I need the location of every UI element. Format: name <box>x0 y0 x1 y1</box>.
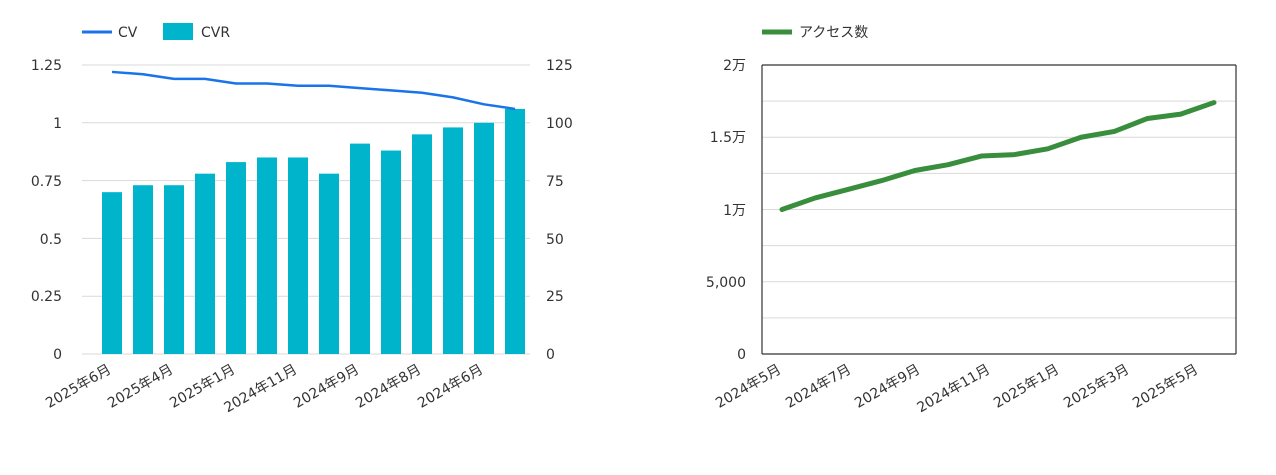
left-axis-tick: 0.25 <box>31 289 62 305</box>
combo-left-axis-ticks: 0 0.25 0.5 0.75 1 1.25 <box>31 58 62 363</box>
cvr-bar <box>288 157 308 354</box>
legend-cv-label: CV <box>118 25 138 41</box>
cvr-bar <box>505 108 525 354</box>
y-axis-tick: 1.5万 <box>710 130 746 146</box>
x-axis-tick: 2025年4月 <box>105 362 176 412</box>
x-axis-tick: 2024年5月 <box>713 362 784 412</box>
combo-x-axis-ticks: 2025年6月 2025年4月 2025年1月 2024年11月 2024年9月… <box>43 362 486 417</box>
access-line <box>779 100 1217 212</box>
combo-legend: CV CVR <box>82 23 230 41</box>
legend-access-label: アクセス数 <box>799 25 868 41</box>
y-axis-tick: 2万 <box>723 58 746 74</box>
access-y-axis-ticks: 0 5,000 1万 1.5万 2万 <box>706 58 746 363</box>
x-axis-tick: 2024年9月 <box>291 362 362 412</box>
cvr-bar <box>195 173 215 354</box>
right-axis-tick: 25 <box>546 289 564 305</box>
x-axis-tick: 2025年5月 <box>1130 362 1201 412</box>
right-axis-tick: 75 <box>546 174 564 190</box>
cvr-bar <box>133 185 153 354</box>
access-gridlines <box>761 64 1237 355</box>
access-line-chart: アクセス数 0 5,000 1万 1.5万 2万 2024年5月 2024年7月… <box>706 25 1237 417</box>
cvr-bar <box>257 157 277 354</box>
x-axis-tick: 2024年8月 <box>353 362 424 412</box>
x-axis-tick: 2024年7月 <box>783 362 854 412</box>
x-axis-tick: 2024年11月 <box>914 362 993 417</box>
access-x-axis-ticks: 2024年5月 2024年7月 2024年9月 2024年11月 2025年1月… <box>713 362 1201 417</box>
access-legend: アクセス数 <box>762 25 868 41</box>
cvr-bar <box>102 192 122 354</box>
right-axis-tick: 50 <box>546 232 564 248</box>
y-axis-tick: 5,000 <box>706 275 746 291</box>
left-axis-tick: 1.25 <box>31 58 62 74</box>
x-axis-tick: 2025年1月 <box>991 362 1062 412</box>
legend-cvr-label: CVR <box>201 25 230 41</box>
cvr-bar <box>443 127 463 354</box>
x-axis-tick: 2024年9月 <box>852 362 923 412</box>
cvr-bar <box>226 162 246 354</box>
x-axis-tick: 2025年3月 <box>1061 362 1132 412</box>
cvr-bar <box>474 122 494 354</box>
cvr-bar <box>381 150 401 354</box>
y-axis-tick: 0 <box>737 347 746 363</box>
legend-cvr-swatch <box>163 23 193 40</box>
left-axis-tick: 1 <box>53 116 62 132</box>
cvr-bars <box>102 108 525 354</box>
combo-chart: CV CVR 0 0.25 0.5 0.75 1 1.25 0 25 50 75… <box>31 23 573 416</box>
cvr-bar <box>412 134 432 354</box>
cvr-bar <box>164 185 184 354</box>
cvr-bar <box>350 143 370 354</box>
right-axis-tick: 0 <box>546 347 555 363</box>
x-axis-tick: 2024年6月 <box>415 362 486 412</box>
y-axis-tick: 1万 <box>723 203 746 219</box>
cv-line-series <box>111 70 516 111</box>
access-line-series <box>779 100 1217 212</box>
left-axis-tick: 0.5 <box>40 232 62 248</box>
combo-right-axis-ticks: 0 25 50 75 100 125 <box>546 58 573 363</box>
left-axis-tick: 0 <box>53 347 62 363</box>
cv-line <box>111 70 516 111</box>
cvr-bar <box>319 173 339 354</box>
left-axis-tick: 0.75 <box>31 174 62 190</box>
x-axis-tick: 2025年6月 <box>43 362 114 412</box>
right-axis-tick: 100 <box>546 116 573 132</box>
right-axis-tick: 125 <box>546 58 573 74</box>
